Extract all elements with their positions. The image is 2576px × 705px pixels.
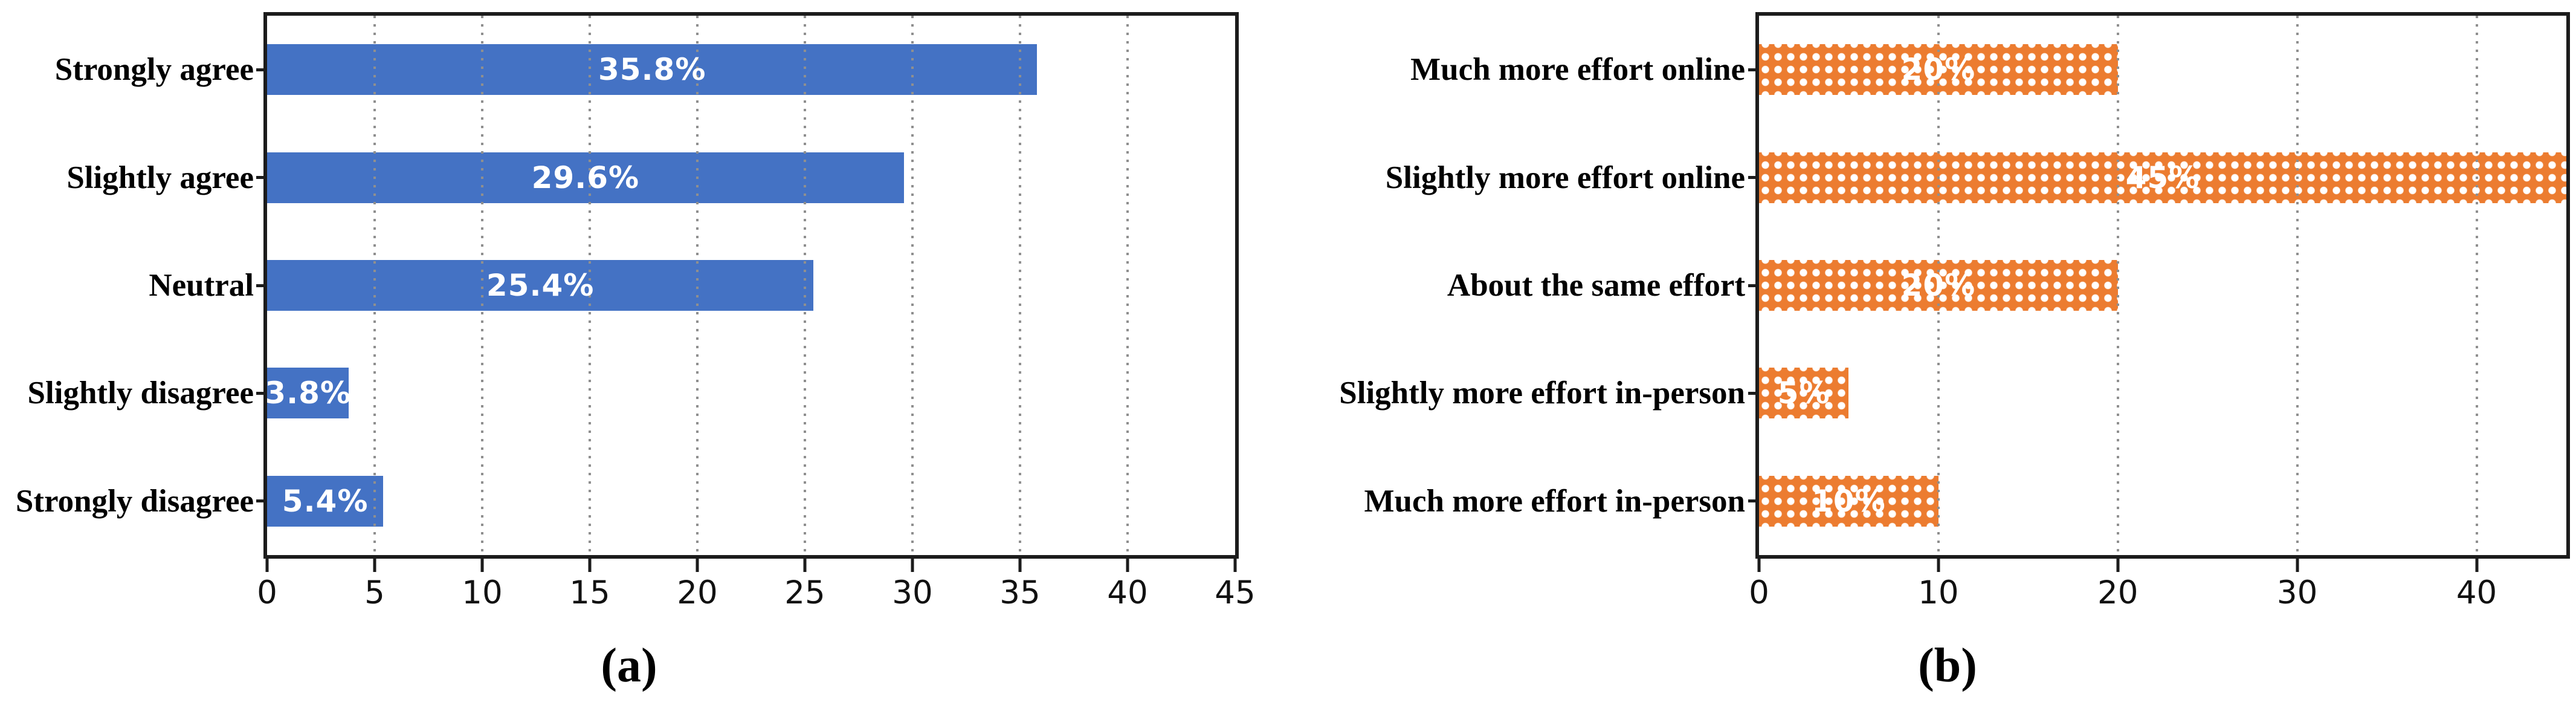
category-label: Strongly agree bbox=[54, 52, 254, 88]
x-tick-label: 30 bbox=[2276, 574, 2318, 611]
x-tick-label: 15 bbox=[569, 574, 610, 611]
x-tick bbox=[803, 559, 807, 572]
gridline-b bbox=[1937, 16, 1940, 555]
bar-value-label: 20% bbox=[1901, 52, 1976, 88]
y-tick bbox=[256, 68, 267, 71]
x-tick bbox=[480, 559, 484, 572]
category-label: Much more effort in-person bbox=[1364, 483, 1745, 519]
x-tick bbox=[1233, 559, 1237, 572]
x-tick bbox=[2116, 559, 2120, 572]
gridline-b bbox=[2296, 16, 2299, 555]
gridline-a bbox=[373, 16, 376, 555]
x-tick-label: 30 bbox=[892, 574, 933, 611]
category-label: About the same effort bbox=[1447, 268, 1745, 303]
bar bbox=[267, 475, 384, 527]
bar-value-label: 20% bbox=[1901, 268, 1976, 303]
gridline-a bbox=[481, 16, 483, 555]
bar-value-label: 35.8% bbox=[598, 52, 706, 88]
y-tick bbox=[1748, 176, 1759, 180]
x-tick bbox=[2475, 559, 2479, 572]
x-tick bbox=[696, 559, 699, 572]
bar bbox=[1759, 152, 2566, 203]
category-label: Strongly disagree bbox=[15, 483, 254, 519]
x-tick-label: 0 bbox=[257, 574, 277, 611]
gridline-b bbox=[2475, 16, 2478, 555]
bar-value-label: 5% bbox=[1777, 375, 1830, 411]
x-tick-label: 5 bbox=[364, 574, 385, 611]
x-tick-label: 35 bbox=[999, 574, 1041, 611]
y-tick bbox=[1748, 499, 1759, 503]
category-label: Neutral bbox=[149, 268, 254, 303]
x-tick-label: 0 bbox=[1749, 574, 1769, 611]
x-tick bbox=[373, 559, 376, 572]
bar-value-label: 5.4% bbox=[282, 483, 369, 519]
category-label: Slightly more effort in-person bbox=[1339, 375, 1745, 411]
category-label: Much more effort online bbox=[1410, 52, 1745, 88]
x-tick-label: 20 bbox=[677, 574, 718, 611]
y-tick bbox=[1748, 391, 1759, 395]
y-tick bbox=[256, 391, 267, 395]
x-tick-label: 40 bbox=[2456, 574, 2497, 611]
bar bbox=[267, 152, 904, 203]
bar bbox=[1759, 475, 1938, 527]
bar-value-label: 10% bbox=[1812, 483, 1886, 519]
gridline-a bbox=[1019, 16, 1021, 555]
gridline-a bbox=[1126, 16, 1129, 555]
x-tick-label: 10 bbox=[462, 574, 503, 611]
x-tick bbox=[911, 559, 914, 572]
y-tick bbox=[1748, 68, 1759, 71]
category-label: Slightly more effort online bbox=[1385, 160, 1745, 195]
panel-caption-a: (a) bbox=[601, 639, 657, 692]
bar-value-label: 29.6% bbox=[531, 160, 640, 195]
bar-value-label: 25.4% bbox=[486, 268, 595, 303]
x-tick bbox=[2296, 559, 2299, 572]
x-tick bbox=[1757, 559, 1761, 572]
x-tick bbox=[588, 559, 592, 572]
x-tick bbox=[265, 559, 269, 572]
bar bbox=[267, 260, 814, 311]
panel-caption-b: (b) bbox=[1918, 639, 1977, 692]
bar-value-label: 45% bbox=[2125, 160, 2200, 195]
x-tick bbox=[1937, 559, 1940, 572]
category-label: Slightly agree bbox=[66, 160, 254, 195]
y-tick bbox=[256, 499, 267, 503]
bar bbox=[267, 44, 1038, 96]
bar bbox=[267, 368, 349, 419]
gridline-b bbox=[2116, 16, 2119, 555]
x-tick bbox=[1126, 559, 1129, 572]
y-tick bbox=[256, 176, 267, 180]
bar-value-label: 3.8% bbox=[265, 375, 351, 411]
x-tick bbox=[1018, 559, 1022, 572]
gridline-a bbox=[911, 16, 914, 555]
gridline-a bbox=[696, 16, 699, 555]
y-tick bbox=[256, 284, 267, 287]
x-tick-label: 10 bbox=[1918, 574, 1959, 611]
bar bbox=[1759, 368, 1849, 419]
x-tick-label: 25 bbox=[784, 574, 825, 611]
gridline-a bbox=[804, 16, 806, 555]
gridline-a bbox=[589, 16, 591, 555]
category-label: Slightly disagree bbox=[27, 375, 254, 411]
x-tick-label: 20 bbox=[2097, 574, 2139, 611]
x-tick-label: 40 bbox=[1107, 574, 1148, 611]
y-tick bbox=[1748, 284, 1759, 287]
x-tick-label: 45 bbox=[1215, 574, 1256, 611]
